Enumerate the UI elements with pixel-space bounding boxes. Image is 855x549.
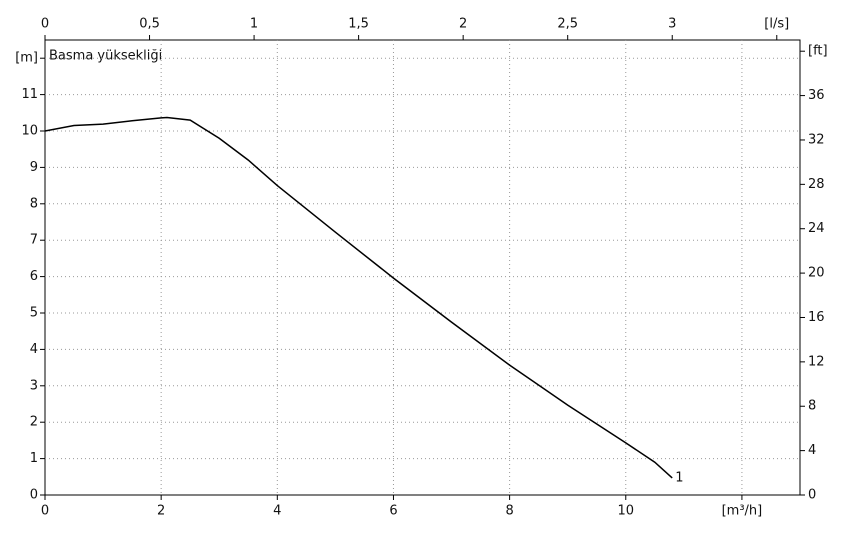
y2-tick-label: 16: [808, 310, 825, 325]
y-tick-label: 10: [21, 124, 38, 139]
y2-tick-label: [ft]: [808, 44, 828, 59]
x-tick-label: 4: [273, 504, 281, 519]
y2-tick-label: 24: [808, 221, 825, 236]
x-tick-label: 6: [389, 504, 397, 519]
y2-tick-label: 20: [808, 266, 825, 281]
y-tick-label: 6: [30, 269, 38, 284]
x-tick-label: 10: [617, 504, 634, 519]
y-tick-label: 1: [30, 451, 38, 466]
y2-tick-label: 8: [808, 399, 816, 414]
x2-tick-label: 0,5: [139, 17, 160, 32]
y2-tick-label: 32: [808, 132, 825, 147]
x-tick-label: 0: [41, 504, 49, 519]
y2-tick-label: 36: [808, 88, 825, 103]
x-tick-label: 8: [505, 504, 513, 519]
plot-frame: [44, 39, 801, 496]
x2-tick-label: [l/s]: [764, 17, 789, 32]
y-tick-label: 8: [30, 196, 38, 211]
y-tick-label: 0: [30, 488, 38, 503]
y-tick-label: 2: [30, 415, 38, 430]
y-tick-label: 11: [21, 87, 38, 102]
x2-tick-label: 0: [41, 17, 49, 32]
y-tick-label: 7: [30, 233, 38, 248]
x-tick-label: 2: [157, 504, 165, 519]
y-tick-label: 9: [30, 160, 38, 175]
x-tick-label: [m³/h]: [722, 504, 763, 519]
y-axis-title: Basma yüksekliği: [49, 49, 162, 64]
y-tick-label: 3: [30, 378, 38, 393]
x2-tick-label: 1,5: [348, 17, 369, 32]
y-tick-label: 5: [30, 306, 38, 321]
y-tick-label: 4: [30, 342, 38, 357]
x2-tick-label: 1: [250, 17, 258, 32]
curve-label: 1: [675, 470, 683, 485]
y2-tick-label: 28: [808, 177, 825, 192]
y2-tick-label: 12: [808, 354, 825, 369]
curve: [44, 116, 673, 479]
y-tick-label: [m]: [15, 51, 38, 66]
y2-tick-label: 4: [808, 443, 816, 458]
x2-tick-label: 2,5: [557, 17, 578, 32]
x2-tick-label: 2: [459, 17, 467, 32]
x2-tick-label: 3: [668, 17, 676, 32]
y2-tick-label: 0: [808, 488, 816, 503]
